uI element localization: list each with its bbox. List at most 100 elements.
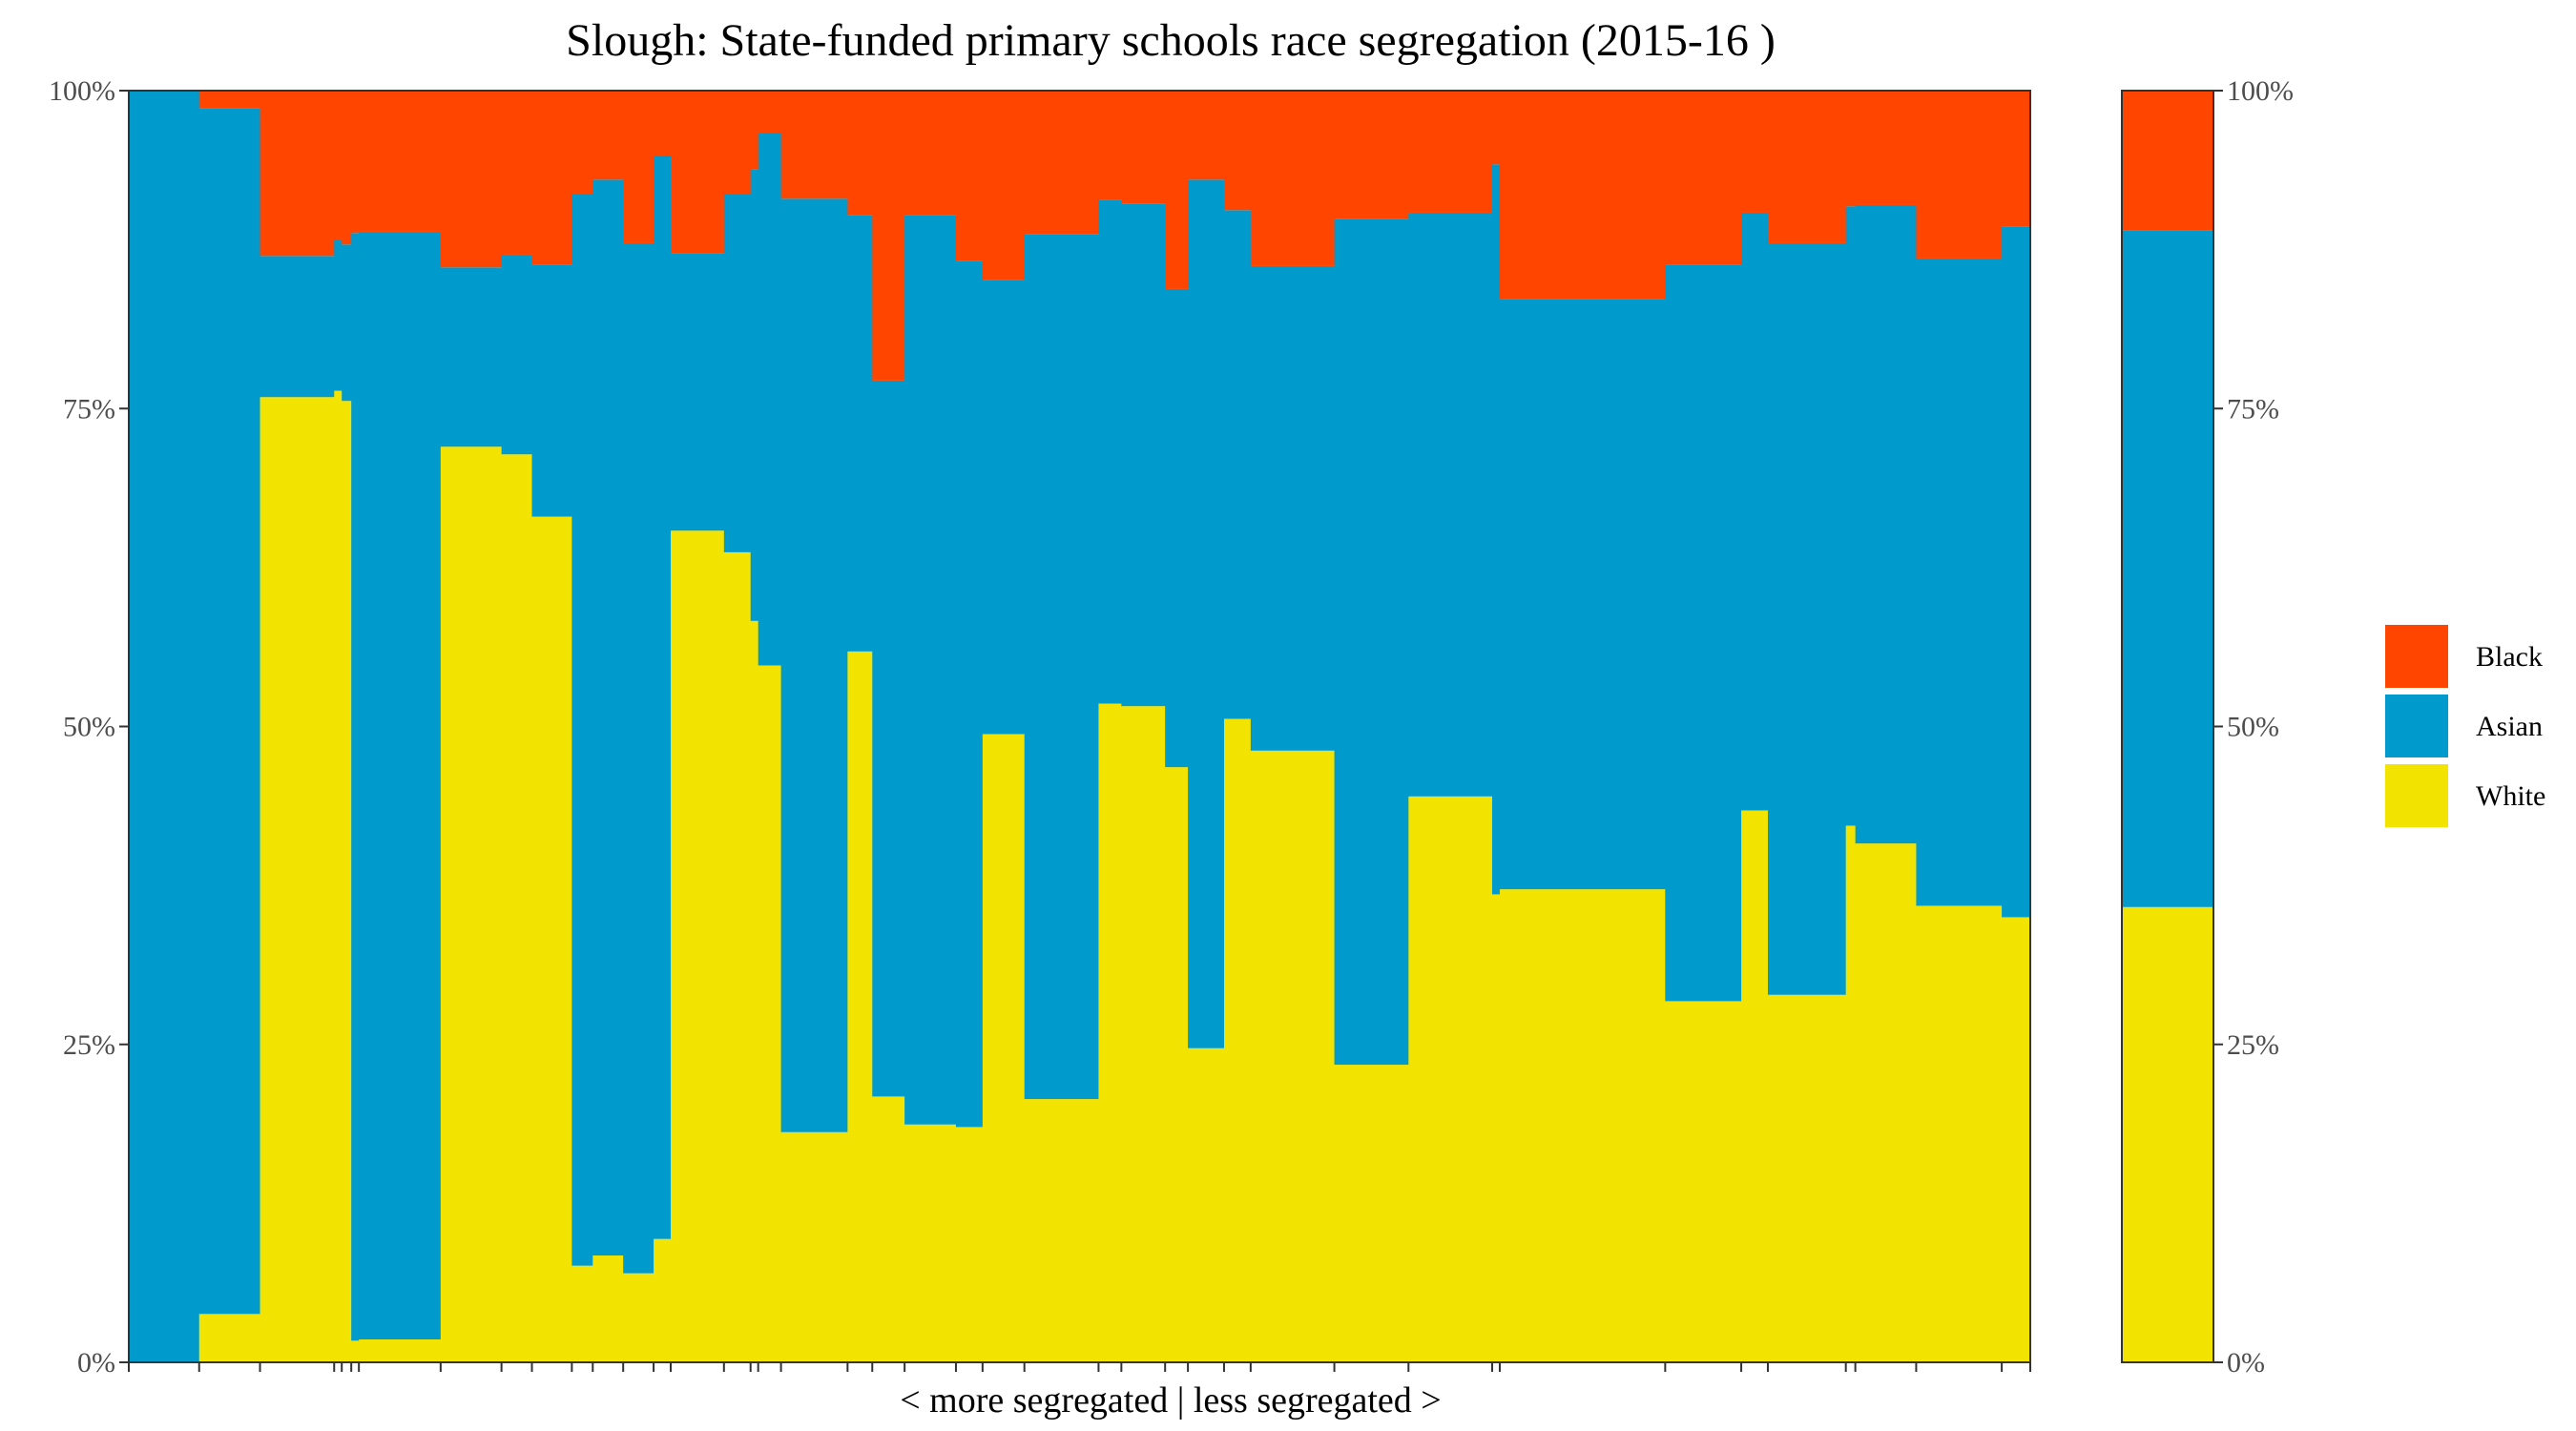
bar-black-1 xyxy=(198,91,261,109)
bar-asian-34 xyxy=(1499,299,1666,890)
bar-black-2 xyxy=(260,91,335,257)
bar-white-10 xyxy=(571,1265,593,1362)
bar-white-38 xyxy=(1845,825,1857,1362)
bar-black-5 xyxy=(351,91,360,234)
bar-black-13 xyxy=(654,91,672,156)
bar-white-33 xyxy=(1491,894,1501,1362)
bar-white-15 xyxy=(723,551,752,1362)
bar-asian-19 xyxy=(847,215,873,652)
bar-asian-40 xyxy=(1916,258,2003,906)
bar-white-7 xyxy=(440,446,503,1362)
y-tick-label-left-3: 75% xyxy=(63,393,115,425)
y-tick-label-right-1: 25% xyxy=(2227,1029,2279,1061)
bar-black-11 xyxy=(592,91,624,180)
bar-black-7 xyxy=(440,91,503,268)
y-tick-label-left-4: 100% xyxy=(49,75,115,107)
legend-label-black: Black xyxy=(2476,641,2543,673)
bar-asian-28 xyxy=(1188,179,1225,1048)
bar-asian-30 xyxy=(1250,265,1336,751)
bar-asian-16 xyxy=(750,169,759,621)
bar-asian-5 xyxy=(351,233,360,1341)
bar-black-25 xyxy=(1098,91,1122,200)
bar-black-14 xyxy=(671,91,725,254)
bar-white-22 xyxy=(955,1127,984,1362)
bar-white-5 xyxy=(351,1340,360,1362)
bar-black-29 xyxy=(1223,91,1252,211)
bar-white-26 xyxy=(1121,706,1166,1362)
bar-white-32 xyxy=(1408,796,1493,1362)
legend: Black Asian White xyxy=(2385,625,2545,827)
legend-label-asian: Asian xyxy=(2476,711,2543,742)
bar-asian-17 xyxy=(758,132,782,666)
bar-asian-26 xyxy=(1121,203,1166,707)
bar-asian-13 xyxy=(654,155,672,1239)
bar-asian-41 xyxy=(2002,226,2031,918)
bar-asian-24 xyxy=(1024,234,1100,1100)
bar-white-16 xyxy=(750,620,759,1362)
bar-white-11 xyxy=(592,1255,624,1362)
bar-white-39 xyxy=(1855,843,1918,1362)
bar-asian-9 xyxy=(531,264,572,517)
bar-asian-27 xyxy=(1165,288,1189,768)
bar-black-12 xyxy=(623,91,654,243)
bar-asian-35 xyxy=(1665,264,1742,1002)
y-tick-label-right-2: 50% xyxy=(2227,712,2279,743)
bar-white-36 xyxy=(1741,810,1769,1362)
bar-white-1 xyxy=(198,1314,261,1362)
bar-black-15 xyxy=(723,91,752,194)
bar-asian-22 xyxy=(955,260,984,1128)
bar-asian-36 xyxy=(1741,212,1769,811)
bar-asian-18 xyxy=(780,198,848,1132)
bar-white-12 xyxy=(623,1273,654,1362)
bar-asian-20 xyxy=(872,380,905,1097)
bar-white-40 xyxy=(1916,905,2003,1362)
bar-asian-37 xyxy=(1767,242,1847,995)
y-axis-left: 0% 25% 50% 75% 100% xyxy=(49,75,129,1379)
bar-white-37 xyxy=(1767,994,1847,1362)
bar-asian-6 xyxy=(359,231,442,1340)
bar-white-8 xyxy=(501,454,533,1362)
bar-black-35 xyxy=(1665,91,1742,265)
bar-white-30 xyxy=(1250,750,1336,1362)
bar-white-34 xyxy=(1499,889,1666,1362)
y-tick-label-right-4: 100% xyxy=(2227,75,2294,107)
bar-black-8 xyxy=(501,91,533,255)
bar-white-17 xyxy=(758,665,782,1362)
bar-asian-32 xyxy=(1408,212,1493,797)
y-tick-label-right-3: 75% xyxy=(2227,393,2279,425)
bar-black-34 xyxy=(1499,91,1666,300)
bar-white-4 xyxy=(342,401,352,1362)
y-tick-label-left-0: 0% xyxy=(77,1347,115,1379)
bar-black-21 xyxy=(904,91,957,216)
bar-white-13 xyxy=(654,1238,672,1362)
bar-black-16 xyxy=(750,91,759,170)
bar-white-2 xyxy=(260,397,335,1362)
overall-panel xyxy=(2121,90,2214,1363)
bar-white-25 xyxy=(1098,703,1122,1362)
bar-asian-29 xyxy=(1223,210,1252,719)
bar-white-41 xyxy=(2002,917,2031,1362)
bar-black-19 xyxy=(847,91,873,216)
bar-asian-2 xyxy=(260,256,335,398)
legend-swatch-black xyxy=(2385,625,2448,688)
bar-black-18 xyxy=(780,91,848,199)
bar-asian-25 xyxy=(1098,199,1122,704)
bar-white-21 xyxy=(904,1124,957,1362)
bar-white-6 xyxy=(359,1339,442,1362)
bar-white-29 xyxy=(1223,718,1252,1362)
y-tick-label-left-2: 50% xyxy=(63,712,115,743)
bar-asian-8 xyxy=(501,254,533,455)
bar-black-22 xyxy=(955,91,984,261)
bar-white-28 xyxy=(1188,1047,1225,1362)
bar-asian-23 xyxy=(982,280,1026,735)
bar-black-10 xyxy=(571,91,593,194)
overall-bar-asian xyxy=(2122,230,2213,907)
legend-swatch-white xyxy=(2385,764,2448,827)
bar-black-23 xyxy=(982,91,1026,280)
bar-asian-38 xyxy=(1845,206,1857,826)
bar-asian-11 xyxy=(592,179,624,1256)
bar-black-39 xyxy=(1855,91,1918,205)
bar-black-9 xyxy=(531,91,572,265)
bar-white-24 xyxy=(1024,1099,1100,1362)
